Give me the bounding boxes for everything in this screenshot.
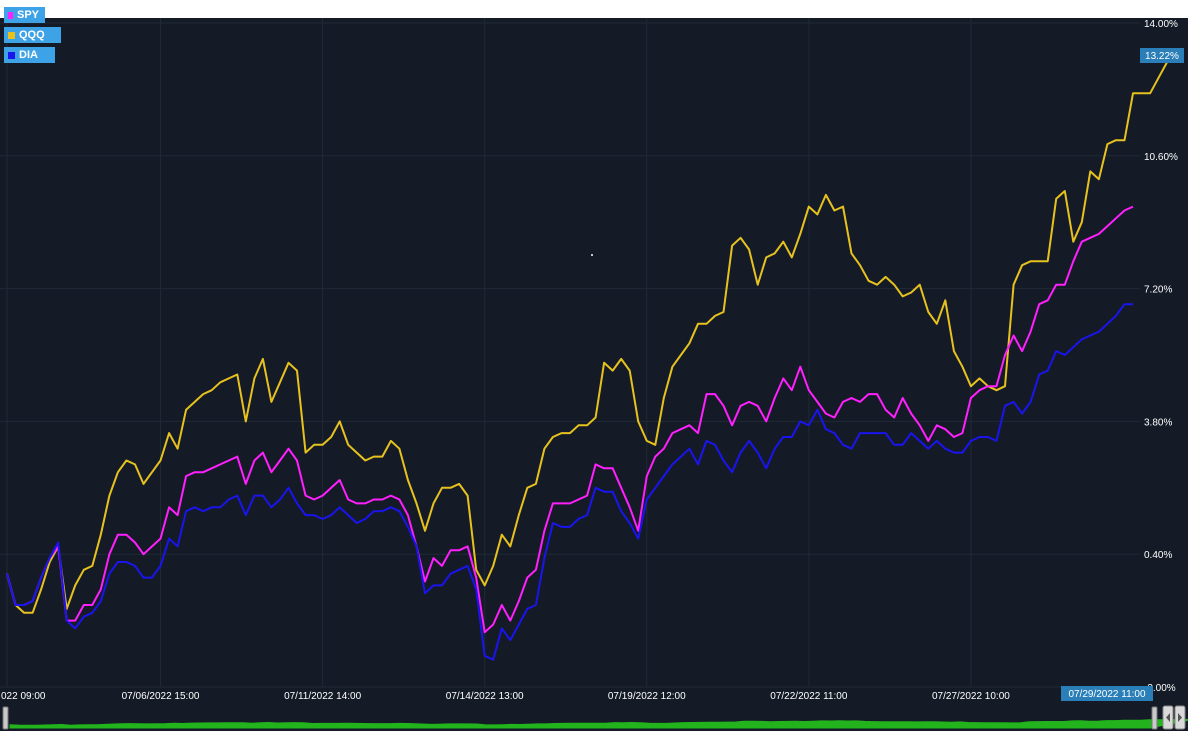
legend-item-qqq[interactable]: QQQ [4, 27, 61, 43]
x-tick-label: 07/11/2022 14:00 [284, 691, 362, 702]
scroll-right-button[interactable] [1174, 705, 1186, 730]
series-lines [6, 53, 1177, 661]
scroll-left-button[interactable] [1162, 705, 1174, 730]
cursor-dot [591, 254, 593, 256]
dia-swatch-icon [8, 51, 15, 59]
current-time-badge: 07/29/2022 11:00 [1061, 686, 1153, 701]
x-tick-label: 07/19/2022 12:00 [608, 691, 686, 702]
y-tick-label: -3.00% [1144, 683, 1176, 694]
chart-area[interactable]: 14.00% 10.60% 7.20% 3.80% 0.40% -3.00% 022 09… [0, 18, 1188, 731]
y-tick-label: 7.20% [1144, 285, 1172, 296]
navigator-right-handle[interactable] [1151, 706, 1158, 730]
series-line-dia[interactable] [6, 303, 1133, 661]
line-chart[interactable]: 14.00% 10.60% 7.20% 3.80% 0.40% -3.00% 022 09… [0, 18, 1188, 731]
legend-label-qqq: QQQ [19, 29, 45, 41]
x-tick-label: 022 09:00 [1, 691, 46, 702]
legend-label-spy: SPY [16, 9, 39, 21]
navigator-left-handle[interactable] [2, 706, 9, 730]
y-tick-label: 3.80% [1144, 417, 1172, 428]
x-tick-label: 07/27/2022 10:00 [932, 691, 1010, 702]
legend-item-spy[interactable]: SPY [4, 7, 45, 23]
current-value-badge: 13.22% [1140, 48, 1184, 63]
y-axis: 14.00% 10.60% 7.20% 3.80% 0.40% -3.00% [1144, 19, 1178, 694]
qqq-swatch-icon [8, 31, 15, 39]
y-tick-label: 14.00% [1144, 19, 1178, 30]
current-time-label: 07/29/2022 11:00 [1068, 689, 1146, 700]
x-tick-label: 07/22/2022 11:00 [770, 691, 848, 702]
navigator-area [9, 718, 1188, 729]
x-tick-label: 07/06/2022 15:00 [122, 691, 200, 702]
navigator[interactable] [0, 705, 1188, 731]
spy-swatch-icon [8, 11, 13, 19]
series-line-spy[interactable] [6, 205, 1134, 634]
legend-item-dia[interactable]: DIA [4, 47, 55, 63]
grid [0, 18, 1140, 688]
y-tick-label: 0.40% [1144, 550, 1172, 561]
current-value-label: 13.22% [1145, 51, 1179, 62]
series-line-qqq[interactable] [6, 53, 1177, 614]
legend: SPY QQQ DIA [4, 7, 61, 67]
legend-label-dia: DIA [19, 49, 38, 61]
x-tick-label: 07/14/2022 13:00 [446, 691, 524, 702]
x-axis: 022 09:00 07/06/2022 15:00 07/11/2022 14:0… [1, 691, 1010, 702]
y-tick-label: 10.60% [1144, 152, 1178, 163]
